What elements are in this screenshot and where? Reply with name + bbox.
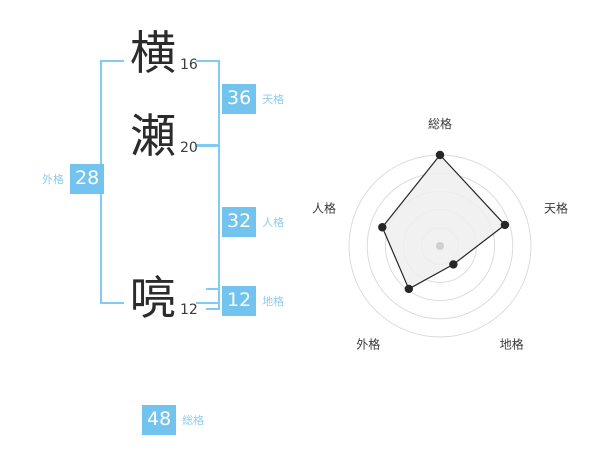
bracket-tenkaku xyxy=(196,60,220,147)
badge-chikaku: 12 地格 xyxy=(222,286,284,316)
kanji-row-2: 瀬 20 xyxy=(130,113,198,173)
badge-tenkaku-label: 天格 xyxy=(262,93,285,106)
radar-axis-label: 外格 xyxy=(356,337,380,352)
radar-axis-label: 人格 xyxy=(312,200,336,215)
radar-data-points xyxy=(378,150,510,294)
kanji-row-1: 横 16 xyxy=(130,30,198,90)
badge-gaikaku-value: 28 xyxy=(70,164,105,194)
radar-data-point[interactable] xyxy=(404,284,413,294)
badge-tenkaku: 36 天格 xyxy=(222,84,284,114)
radar-data-point[interactable] xyxy=(435,150,445,160)
kanji-stroke-count: 20 xyxy=(180,140,198,156)
badge-jinkaku: 32 人格 xyxy=(222,207,284,237)
kanji-character: 瀬 xyxy=(130,109,176,163)
badge-gaikaku-label: 外格 xyxy=(42,173,64,186)
radar-data-point[interactable] xyxy=(449,260,458,269)
radar-data-point[interactable] xyxy=(378,223,387,232)
radar-polygon xyxy=(381,154,506,290)
badge-gaikaku: 外格 28 xyxy=(42,164,105,194)
badge-soukaku: 48 総格 xyxy=(142,405,204,435)
kanji-row-3: 喨 12 xyxy=(130,275,198,335)
badge-tenkaku-value: 36 xyxy=(222,84,257,114)
bracket-chikaku xyxy=(206,288,220,310)
bracket-jinkaku xyxy=(196,144,220,304)
kanji-character: 喨 xyxy=(130,271,176,325)
badge-jinkaku-value: 32 xyxy=(222,207,257,237)
radar-chart: 総格天格地格 外格 人格 xyxy=(300,105,590,370)
kanji-stroke-count: 16 xyxy=(180,57,198,73)
badge-soukaku-label: 総格 xyxy=(182,414,205,427)
badge-soukaku-value: 48 xyxy=(142,405,177,435)
badge-chikaku-label: 地格 xyxy=(262,295,285,308)
radar-axis-label: 総格 xyxy=(428,116,452,131)
badge-chikaku-value: 12 xyxy=(222,286,257,316)
radar-axis-label: 地格 xyxy=(500,337,524,352)
kanji-stroke-count: 12 xyxy=(180,302,198,318)
badge-jinkaku-label: 人格 xyxy=(262,216,285,229)
radar-series-area xyxy=(381,154,506,290)
kanji-character: 横 xyxy=(130,26,176,80)
name-stroke-diagram: 横 16 瀬 20 喨 12 36 天格 32 人格 12 地格 外格 28 xyxy=(42,30,284,435)
radar-axis-label: 天格 xyxy=(544,200,568,215)
radar-data-point[interactable] xyxy=(500,220,510,230)
radar-center-dot xyxy=(436,242,444,250)
